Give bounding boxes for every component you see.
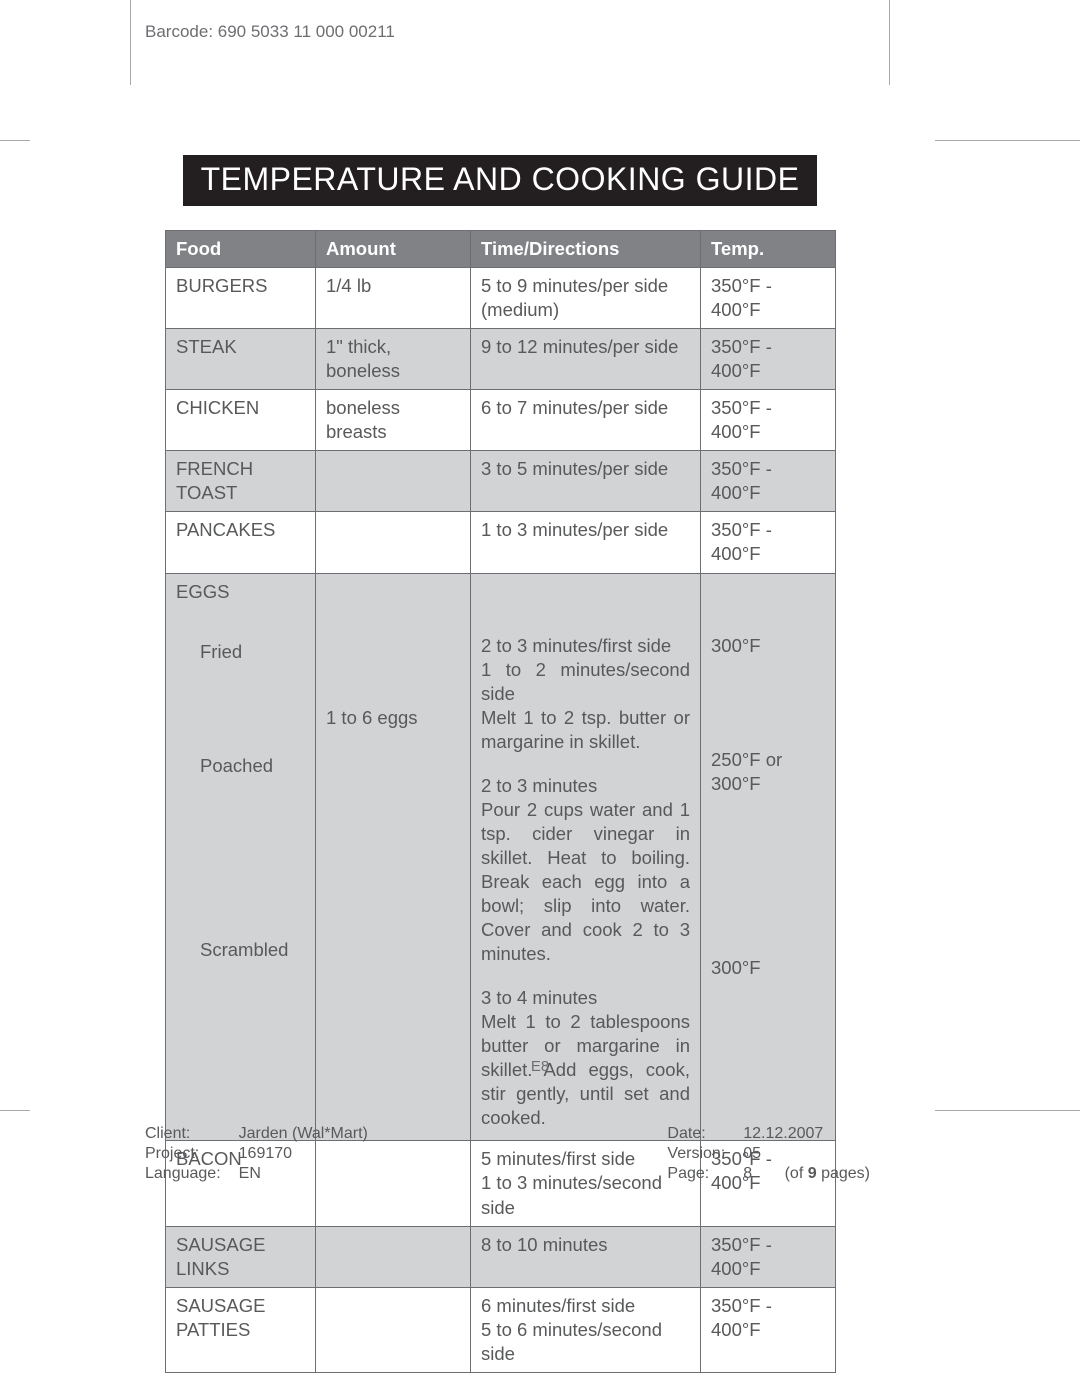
cell-dir: 6 minutes/first side5 to 6 minutes/secon… [471, 1287, 701, 1372]
eggs-fried-temp: 300°F [711, 634, 825, 658]
cell-dir: 8 to 10 minutes [471, 1226, 701, 1287]
cell-food: SAUSAGE PATTIES [166, 1287, 316, 1372]
table-row: STEAK1" thick, boneless9 to 12 minutes/p… [166, 329, 836, 390]
cell-amount: 1" thick, boneless [316, 329, 471, 390]
footer: Client: Jarden (Wal*Mart) Project: 16917… [145, 1125, 870, 1183]
cell-food: EGGS Fried Poached Scrambled [166, 573, 316, 1141]
cell-amount: boneless breasts [316, 390, 471, 451]
table-row-eggs: EGGS Fried Poached Scrambled 1 to 6 eggs… [166, 573, 836, 1141]
eggs-fried-dir: 2 to 3 minutes/first side1 to 2 minutes/… [481, 634, 690, 754]
cell-food: STEAK [166, 329, 316, 390]
page: Barcode: 690 5033 11 000 00211 TEMPERATU… [0, 0, 1080, 1295]
cell-food: FRENCH TOAST [166, 451, 316, 512]
cell-amount [316, 1226, 471, 1287]
table-row: SAUSAGE PATTIES 6 minutes/first side5 to … [166, 1287, 836, 1372]
table-row: FRENCH TOAST 3 to 5 minutes/per side350°F… [166, 451, 836, 512]
cell-food: CHICKEN [166, 390, 316, 451]
col-temp: Temp. [701, 231, 836, 268]
footer-page: 8 (of 9 pages) [743, 1165, 870, 1183]
table-row: CHICKENboneless breasts6 to 7 minutes/pe… [166, 390, 836, 451]
footer-project-label: Project: [145, 1145, 221, 1163]
crop-mark [0, 140, 30, 141]
title-wrap: TEMPERATURE AND COOKING GUIDE [165, 155, 835, 206]
footer-right: Date: 12.12.2007 Version: 05 Page: 8 (of… [667, 1125, 870, 1183]
crop-mark [0, 1110, 30, 1111]
table-row: BURGERS1/4 lb5 to 9 minutes/per side (me… [166, 268, 836, 329]
crop-mark [130, 0, 131, 85]
eggs-poached-temp: 250°F or 300°F [711, 748, 825, 796]
footer-date: 12.12.2007 [743, 1125, 870, 1143]
barcode-text: Barcode: 690 5033 11 000 00211 [145, 22, 395, 42]
footer-page-label: Page: [667, 1165, 725, 1183]
table-row: PANCAKES 1 to 3 minutes/per side350°F - 4… [166, 512, 836, 573]
content-area: TEMPERATURE AND COOKING GUIDE Food Amoun… [165, 155, 835, 1373]
cell-temp: 350°F - 400°F [701, 1226, 836, 1287]
page-title: TEMPERATURE AND COOKING GUIDE [183, 155, 818, 206]
cell-amount [316, 1287, 471, 1372]
footer-left: Client: Jarden (Wal*Mart) Project: 16917… [145, 1125, 368, 1183]
footer-lang: EN [239, 1165, 368, 1183]
footer-client: Jarden (Wal*Mart) [239, 1125, 368, 1143]
cell-amount [316, 451, 471, 512]
footer-client-label: Client: [145, 1125, 221, 1143]
eggs-poached-amount: 1 to 6 eggs [326, 706, 460, 730]
cell-dir: 1 to 3 minutes/per side [471, 512, 701, 573]
cell-amount: 1/4 lb [316, 268, 471, 329]
col-food: Food [166, 231, 316, 268]
cell-food: BURGERS [166, 268, 316, 329]
cell-temp: 300°F 250°F or 300°F 300°F [701, 573, 836, 1141]
footer-lang-label: Language: [145, 1165, 221, 1183]
cell-food: SAUSAGE LINKS [166, 1226, 316, 1287]
crop-mark [935, 140, 1080, 141]
table-row: SAUSAGE LINKS 8 to 10 minutes350°F - 400°… [166, 1226, 836, 1287]
eggs-label: EGGS [176, 580, 305, 604]
cell-temp: 350°F - 400°F [701, 1287, 836, 1372]
cell-temp: 350°F - 400°F [701, 451, 836, 512]
cell-dir: 3 to 5 minutes/per side [471, 451, 701, 512]
crop-mark [889, 0, 890, 85]
eggs-sub-poached: Poached [176, 754, 305, 778]
page-number: E8 [0, 1058, 1080, 1075]
cell-food: PANCAKES [166, 512, 316, 573]
cell-temp: 350°F - 400°F [701, 329, 836, 390]
cell-temp: 350°F - 400°F [701, 390, 836, 451]
cell-amount [316, 512, 471, 573]
footer-date-label: Date: [667, 1125, 725, 1143]
footer-ver: 05 [743, 1145, 870, 1163]
cell-dir: 9 to 12 minutes/per side [471, 329, 701, 390]
footer-ver-label: Version: [667, 1145, 725, 1163]
cell-temp: 350°F - 400°F [701, 512, 836, 573]
cell-dir: 6 to 7 minutes/per side [471, 390, 701, 451]
table-header-row: Food Amount Time/Directions Temp. [166, 231, 836, 268]
eggs-poached-dir: 2 to 3 minutesPour 2 cups water and 1 ts… [481, 774, 690, 966]
cell-dir: 5 to 9 minutes/per side (medium) [471, 268, 701, 329]
eggs-sub-fried: Fried [176, 640, 305, 664]
footer-project: 169170 [239, 1145, 368, 1163]
cell-temp: 350°F - 400°F [701, 268, 836, 329]
col-dir: Time/Directions [471, 231, 701, 268]
eggs-sub-scrambled: Scrambled [176, 938, 305, 962]
cell-amount: 1 to 6 eggs [316, 573, 471, 1141]
crop-mark [935, 1110, 1080, 1111]
cooking-table: Food Amount Time/Directions Temp. BURGER… [165, 230, 836, 1373]
cell-dir: 2 to 3 minutes/first side1 to 2 minutes/… [471, 573, 701, 1141]
col-amount: Amount [316, 231, 471, 268]
eggs-scrambled-temp: 300°F [711, 956, 825, 980]
